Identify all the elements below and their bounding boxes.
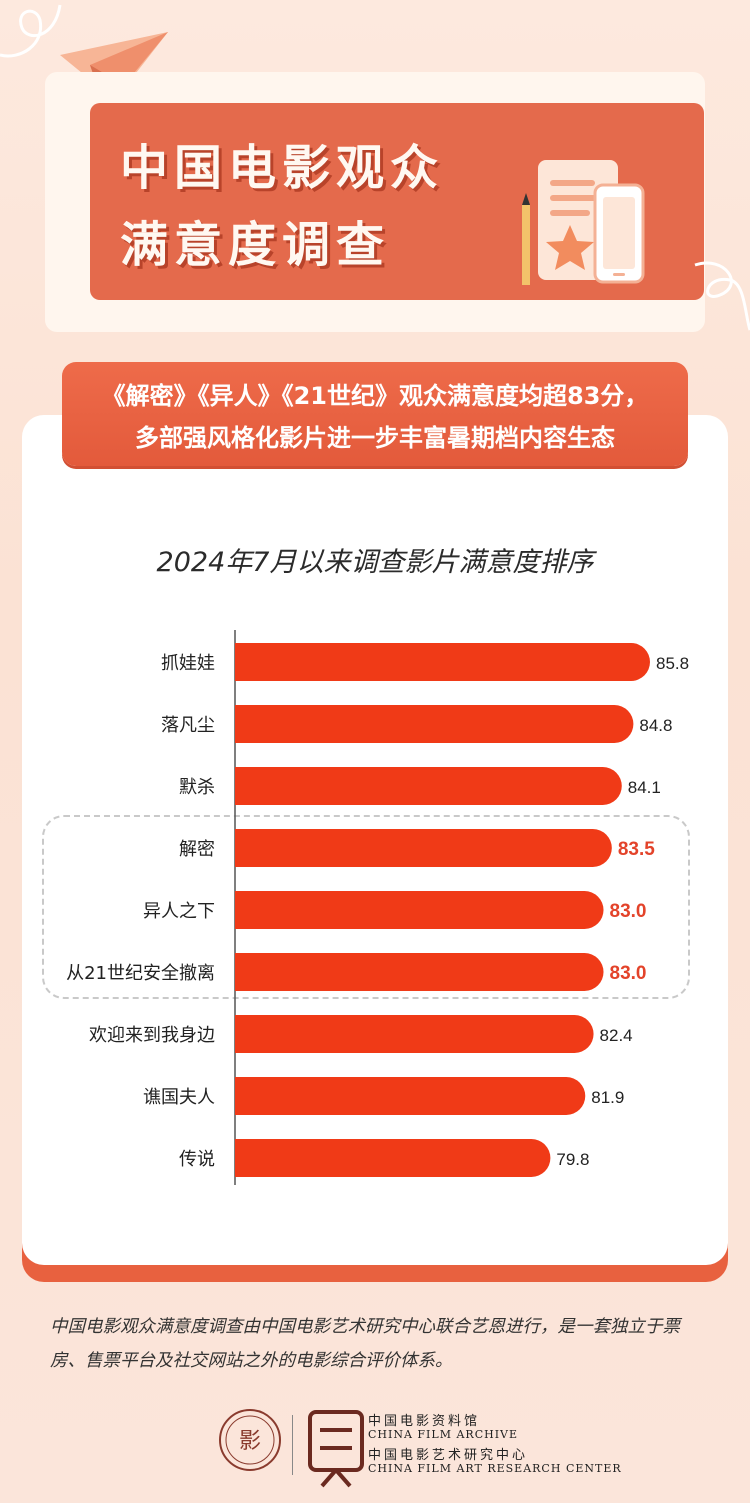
bar-2	[235, 767, 622, 805]
swirl-decoration	[0, 4, 62, 58]
research-center-name-en: CHINA FILM ART RESEARCH CENTER	[368, 1462, 622, 1475]
category-label: 传说	[179, 1149, 215, 1170]
logo-divider	[292, 1415, 293, 1475]
value-label: 79.8	[556, 1150, 589, 1169]
value-label: 83.0	[610, 901, 647, 922]
bar-0	[235, 643, 650, 681]
chart-title: 2024年7月以来调查影片满意度排序	[156, 547, 594, 578]
archive-logos: 影	[219, 1409, 364, 1488]
value-label: 85.8	[656, 654, 689, 673]
page-title-line-1: 中国电影观众	[120, 140, 445, 196]
value-label: 84.8	[639, 716, 672, 735]
subtitle-line-1: 《解密》《异人》《21世纪》观众满意度均超83分，	[101, 382, 649, 410]
seal-logo-icon: 影	[219, 1409, 281, 1471]
archive-name-cn: 中国电影资料馆	[368, 1414, 481, 1429]
subtitle-line-2: 多部强风格化影片进一步丰富暑期档内容生态	[135, 424, 615, 452]
category-label: 谯国夫人	[143, 1087, 215, 1108]
subtitle-banner: 《解密》《异人》《21世纪》观众满意度均超83分， 多部强风格化影片进一步丰富暑…	[62, 362, 688, 466]
bar-8	[235, 1139, 551, 1177]
svg-text:影: 影	[239, 1429, 261, 1454]
bar-6	[235, 1015, 594, 1053]
category-label: 落凡尘	[161, 715, 215, 736]
survey-document-icon	[522, 160, 645, 285]
value-label: 83.0	[610, 963, 647, 984]
bar-1	[235, 705, 634, 743]
value-label: 84.1	[628, 778, 661, 797]
swirl-decoration-right	[694, 261, 750, 331]
category-label: 从21世纪安全撤离	[66, 963, 215, 984]
bar-5	[235, 953, 604, 991]
value-label: 81.9	[591, 1088, 624, 1107]
category-label: 解密	[179, 839, 215, 860]
bar-3	[235, 829, 612, 867]
research-center-name-cn: 中国电影艺术研究中心	[368, 1448, 529, 1463]
category-label: 异人之下	[143, 901, 215, 922]
footer-description: 中国电影观众满意度调查由中国电影艺术研究中心联合艺恩进行，是一套独立于票房、售票…	[50, 1317, 680, 1371]
value-label: 83.5	[618, 839, 655, 860]
category-label: 默杀	[179, 777, 215, 798]
bar-4	[235, 891, 604, 929]
highlight-group-box	[42, 815, 690, 999]
archive-name-en: CHINA FILM ARCHIVE	[368, 1428, 519, 1441]
page-title-line-2: 满意度调查	[120, 217, 391, 273]
category-label: 抓娃娃	[161, 653, 215, 674]
value-label: 82.4	[600, 1026, 633, 1045]
bar-7	[235, 1077, 586, 1115]
bar-chart: 抓娃娃 85.8 落凡尘 84.8 默杀 84.1 解密 83.5 异人之下 83.0 从21世纪安…	[66, 630, 689, 1185]
film-archive-logo-icon	[308, 1410, 364, 1488]
category-label: 欢迎来到我身边	[89, 1025, 215, 1046]
